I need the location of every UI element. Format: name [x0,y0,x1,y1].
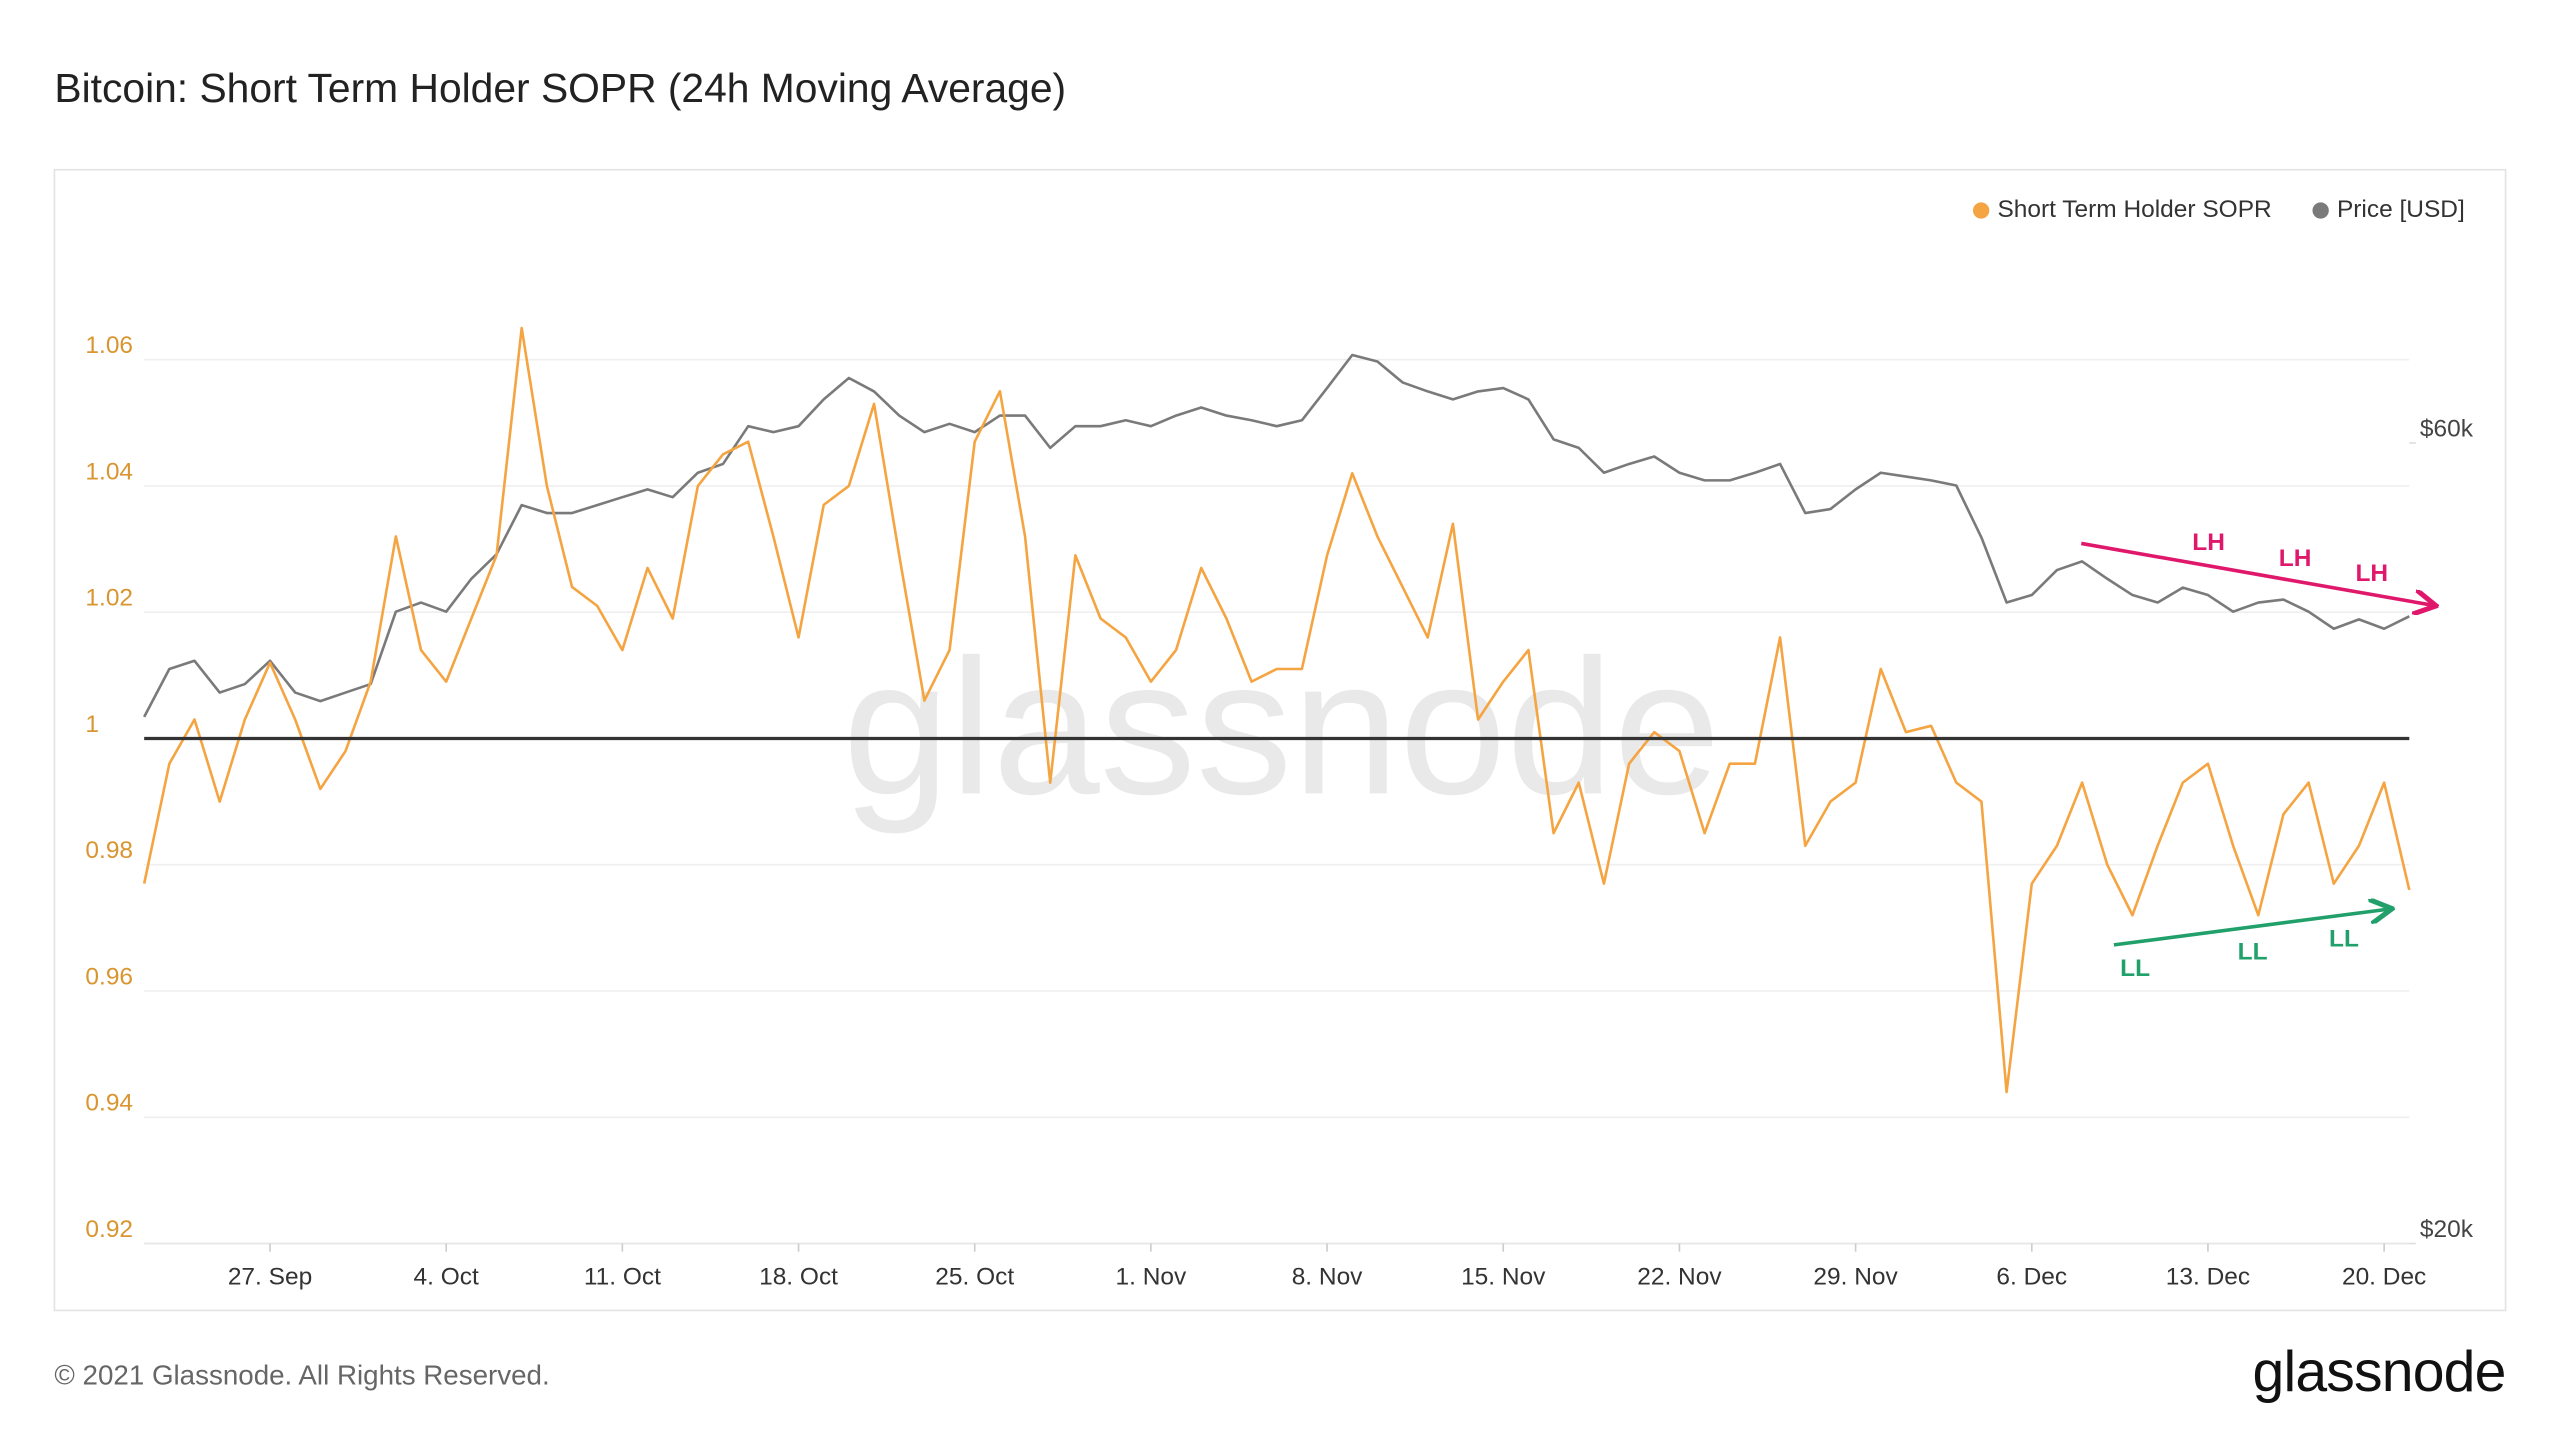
x-tick-label: 6. Dec [1996,1263,2067,1290]
annotation: LH [2279,545,2312,572]
x-tick-label: 8. Nov [1292,1263,1363,1290]
plot-layer: 0.92 0.94 0.96 0.98 1 1.02 1.04 1.06 $20k $60k 27.… [85,196,2473,1290]
y-tick-label: 1.06 [85,332,133,359]
watermark: glassnode [843,619,1721,834]
y-tick-label: 1.04 [85,458,133,485]
series-line [143,353,2410,718]
x-tick-label: 13. Dec [2166,1263,2250,1290]
brand-logo: glassnode [2253,1340,2506,1404]
x-tick-label: 18. Oct [759,1263,838,1290]
series-line [142,326,2411,1094]
x-tick-label: 4. Oct [414,1263,479,1290]
x-tick-label: 20. Dec [2342,1263,2426,1290]
chart-title: Bitcoin: Short Term Holder SOPR (24h Mov… [54,65,1066,111]
x-tick-label: 11. Oct [584,1263,661,1290]
legend-label: Price [USD] [2337,196,2465,223]
legend-marker [1972,202,1990,219]
x-tick-label: 22. Nov [1637,1263,1722,1290]
x-tick-label: 29. Nov [1813,1263,1898,1290]
x-tick-label: 1. Nov [1116,1263,1187,1290]
annotation: LH [2192,529,2225,556]
annotation: LL [2329,925,2359,952]
y2-tick-label: $20k [2420,1216,2474,1243]
legend-marker [2312,202,2329,219]
annotation: LH [2355,560,2388,587]
x-tick-label: 15. Nov [1461,1263,1546,1290]
y2-tick-label: $60k [2420,415,2474,442]
trend-arrow [2080,541,2433,605]
y-tick-label: 0.98 [85,837,133,864]
y-tick-label: 1 [85,711,99,738]
annotation: LL [2120,955,2150,982]
footer: © 2021 Glassnode. All Rights Reserved. [54,1360,549,1391]
y-tick-label: 0.94 [85,1090,133,1117]
y-tick-label: 1.02 [85,585,133,612]
x-tick-label: 25. Oct [935,1263,1014,1290]
annotation: LL [2238,939,2268,966]
y-tick-label: 0.96 [85,963,133,990]
trend-arrow [2113,909,2390,947]
y-tick-label: 0.92 [85,1216,133,1243]
legend-label: Short Term Holder SOPR [1997,196,2271,223]
x-tick-label: 27. Sep [228,1263,312,1290]
